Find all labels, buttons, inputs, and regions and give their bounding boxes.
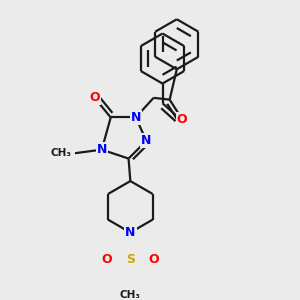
Text: N: N [125,226,136,239]
Text: S: S [126,253,135,266]
Text: N: N [141,134,152,147]
Text: O: O [148,253,159,266]
Text: N: N [130,111,141,124]
Text: CH₃: CH₃ [50,148,71,158]
Text: O: O [102,253,112,266]
Text: O: O [177,113,188,126]
Text: N: N [97,143,107,156]
Text: O: O [89,91,100,104]
Text: CH₃: CH₃ [120,290,141,300]
